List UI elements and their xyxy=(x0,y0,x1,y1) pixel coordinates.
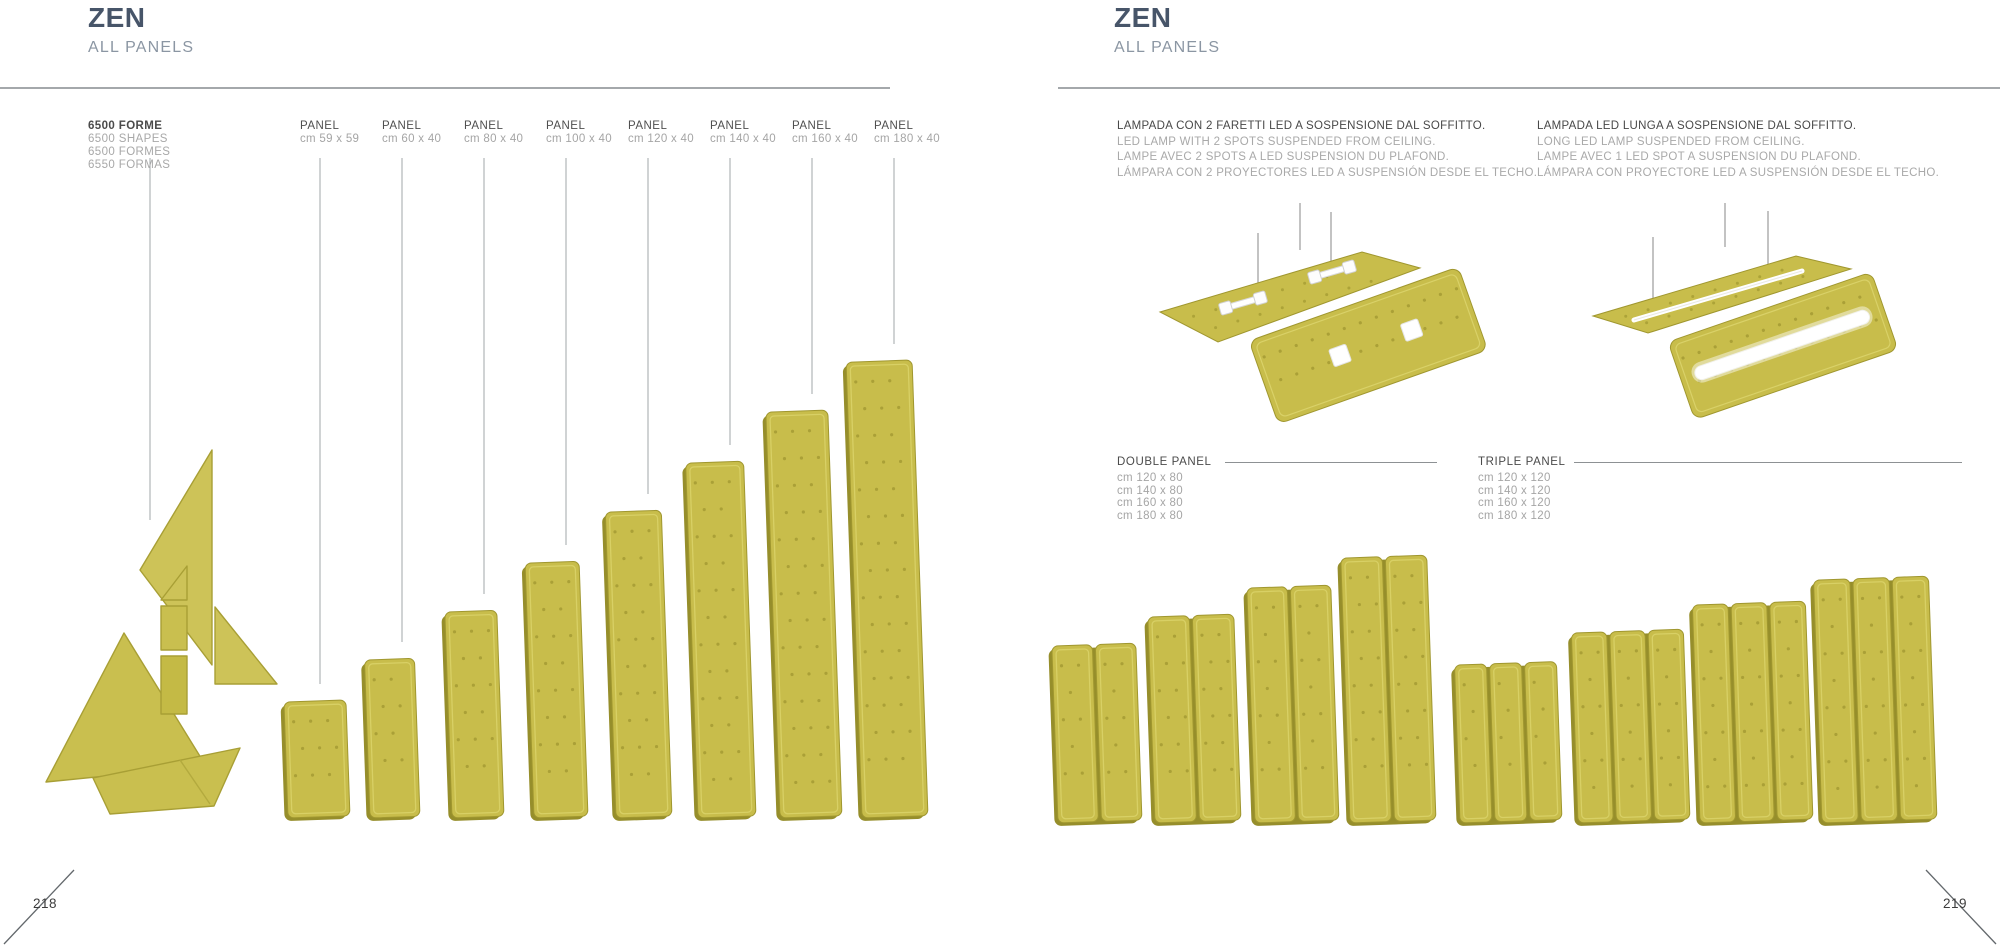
panel-label: PANEL xyxy=(874,120,914,132)
triple-panel-label: TRIPLE PANEL xyxy=(1478,456,1566,468)
panel-illustration-8 xyxy=(842,359,929,821)
panel-column-4: PANEL cm 100 x 40 xyxy=(546,120,626,146)
panel-column-7: PANEL cm 160 x 40 xyxy=(792,120,872,146)
panel-label: PANEL xyxy=(464,120,504,132)
panel-illustration-3 xyxy=(441,610,505,821)
panel-label: PANEL xyxy=(792,120,832,132)
lamp-long-line: LONG LED LAMP SUSPENDED FROM CEILING. xyxy=(1537,135,1805,148)
panel-column-2: PANEL cm 60 x 40 xyxy=(382,120,462,146)
triple-panel-size: cm 160 x 120 xyxy=(1478,497,1551,509)
panel-column-5: PANEL cm 120 x 40 xyxy=(628,120,708,146)
lamp-long-line: LÁMPARA CON PROYECTORE LED A SUSPENSIÓN … xyxy=(1537,166,1940,179)
leader-lines-left xyxy=(149,158,895,684)
product-name: 6500 FORME xyxy=(88,120,163,132)
lamp-two-spots-illustration xyxy=(1158,203,1486,422)
triple-panel-illustration-1 xyxy=(1451,661,1563,826)
product-alt-name: 6500 SHAPES xyxy=(88,133,168,145)
panel-column-3: PANEL cm 80 x 40 xyxy=(464,120,544,146)
lamp-long-line: LAMPE AVEC 1 LED SPOT A SUSPENSION DU PL… xyxy=(1537,151,1861,163)
product-alt-name: 6500 FORMES xyxy=(88,146,171,158)
lamp-long-title: LAMPADA LED LUNGA A SOSPENSIONE DAL SOFF… xyxy=(1537,120,1857,132)
panel-illustration-4 xyxy=(521,560,589,821)
panel-illustration-5 xyxy=(602,509,673,821)
panel-illustration-2 xyxy=(361,658,421,821)
triple-panel-block: TRIPLE PANEL cm 120 x 120 cm 140 x 120 c… xyxy=(1478,456,1962,522)
panel-label: PANEL xyxy=(382,120,422,132)
lamp-long-description: LAMPADA LED LUNGA A SOSPENSIONE DAL SOFF… xyxy=(1537,119,1987,181)
header-rule-left xyxy=(0,87,890,89)
double-panel-label: DOUBLE PANEL xyxy=(1117,456,1212,468)
panel-label: PANEL xyxy=(628,120,668,132)
triple-panel-size: cm 180 x 120 xyxy=(1478,509,1551,522)
triple-panel-illustration-2 xyxy=(1568,628,1691,826)
page-title: ZEN xyxy=(88,2,146,33)
tangram-shapes-illustration xyxy=(45,449,278,815)
lamp-spot-title: LAMPADA CON 2 FARETTI LED A SOSPENSIONE … xyxy=(1117,120,1486,132)
lamp-spot-line: LAMPE AVEC 2 SPOTS A LED SUSPENSION DU P… xyxy=(1117,151,1450,163)
triple-panel-rule xyxy=(1574,462,1962,463)
double-panel-size: cm 180 x 80 xyxy=(1117,509,1183,522)
panel-column-8: PANEL cm 180 x 40 xyxy=(874,120,954,146)
double-panel-block: DOUBLE PANEL cm 120 x 80 cm 140 x 80 cm … xyxy=(1117,456,1437,522)
lamp-long-led-illustration xyxy=(1591,203,1897,418)
double-panel-illustration-2 xyxy=(1144,613,1242,826)
panel-size: cm 80 x 40 xyxy=(464,133,524,145)
double-panel-size: cm 140 x 80 xyxy=(1117,484,1183,497)
page-number-right: 219 xyxy=(1943,896,1968,911)
double-panel-size: cm 160 x 80 xyxy=(1117,497,1183,509)
panel-label: PANEL xyxy=(546,120,586,132)
panel-size: cm 60 x 40 xyxy=(382,133,442,145)
panel-size: cm 59 x 59 xyxy=(300,133,360,145)
lamp-spot-description: LAMPADA CON 2 FARETTI LED A SOSPENSIONE … xyxy=(1117,119,1567,181)
header-rule-right xyxy=(1058,87,2000,89)
product-name-block: 6500 FORME 6500 SHAPES 6500 FORMES 6550 … xyxy=(88,120,170,172)
page-number-left: 218 xyxy=(33,896,58,911)
panel-size: cm 140 x 40 xyxy=(710,133,776,145)
page-corner-marks xyxy=(3,869,1997,945)
lamp-spot-line: LED LAMP WITH 2 SPOTS SUSPENDED FROM CEI… xyxy=(1117,135,1436,148)
panel-illustration-1 xyxy=(280,699,351,821)
triple-panel-illustration-4 xyxy=(1810,575,1938,826)
page-title: ZEN xyxy=(1114,2,1172,33)
panel-size: cm 160 x 40 xyxy=(792,133,858,145)
page-subtitle: ALL PANELS xyxy=(88,39,195,56)
panel-column-1: PANEL cm 59 x 59 xyxy=(300,120,380,146)
product-alt-name: 6550 FORMAS xyxy=(88,159,171,171)
panel-label: PANEL xyxy=(300,120,340,132)
triple-panel-size: cm 140 x 120 xyxy=(1478,484,1551,497)
double-panel-illustration-1 xyxy=(1048,642,1143,826)
double-panel-illustration-3 xyxy=(1243,584,1340,826)
triple-panel-size: cm 120 x 120 xyxy=(1478,472,1551,484)
panel-label: PANEL xyxy=(710,120,750,132)
page-right-header: ZEN ALL PANELS xyxy=(1114,2,1220,57)
double-panel-size: cm 120 x 80 xyxy=(1117,472,1183,484)
triple-panel-illustration-3 xyxy=(1689,600,1814,826)
panel-size: cm 180 x 40 xyxy=(874,133,940,145)
lamp-spot-line: LÁMPARA CON 2 PROYECTORES LED A SUSPENSI… xyxy=(1117,166,1538,179)
panel-size: cm 120 x 40 xyxy=(628,133,694,145)
page-left-header: ZEN ALL PANELS xyxy=(88,2,194,57)
panel-illustration-6 xyxy=(682,460,757,821)
page-subtitle: ALL PANELS xyxy=(1114,39,1221,56)
panel-size: cm 100 x 40 xyxy=(546,133,612,145)
double-panel-rule xyxy=(1225,462,1437,463)
panel-column-6: PANEL cm 140 x 40 xyxy=(710,120,790,146)
double-panel-illustration-4 xyxy=(1337,554,1437,826)
panel-illustration-7 xyxy=(762,409,843,821)
